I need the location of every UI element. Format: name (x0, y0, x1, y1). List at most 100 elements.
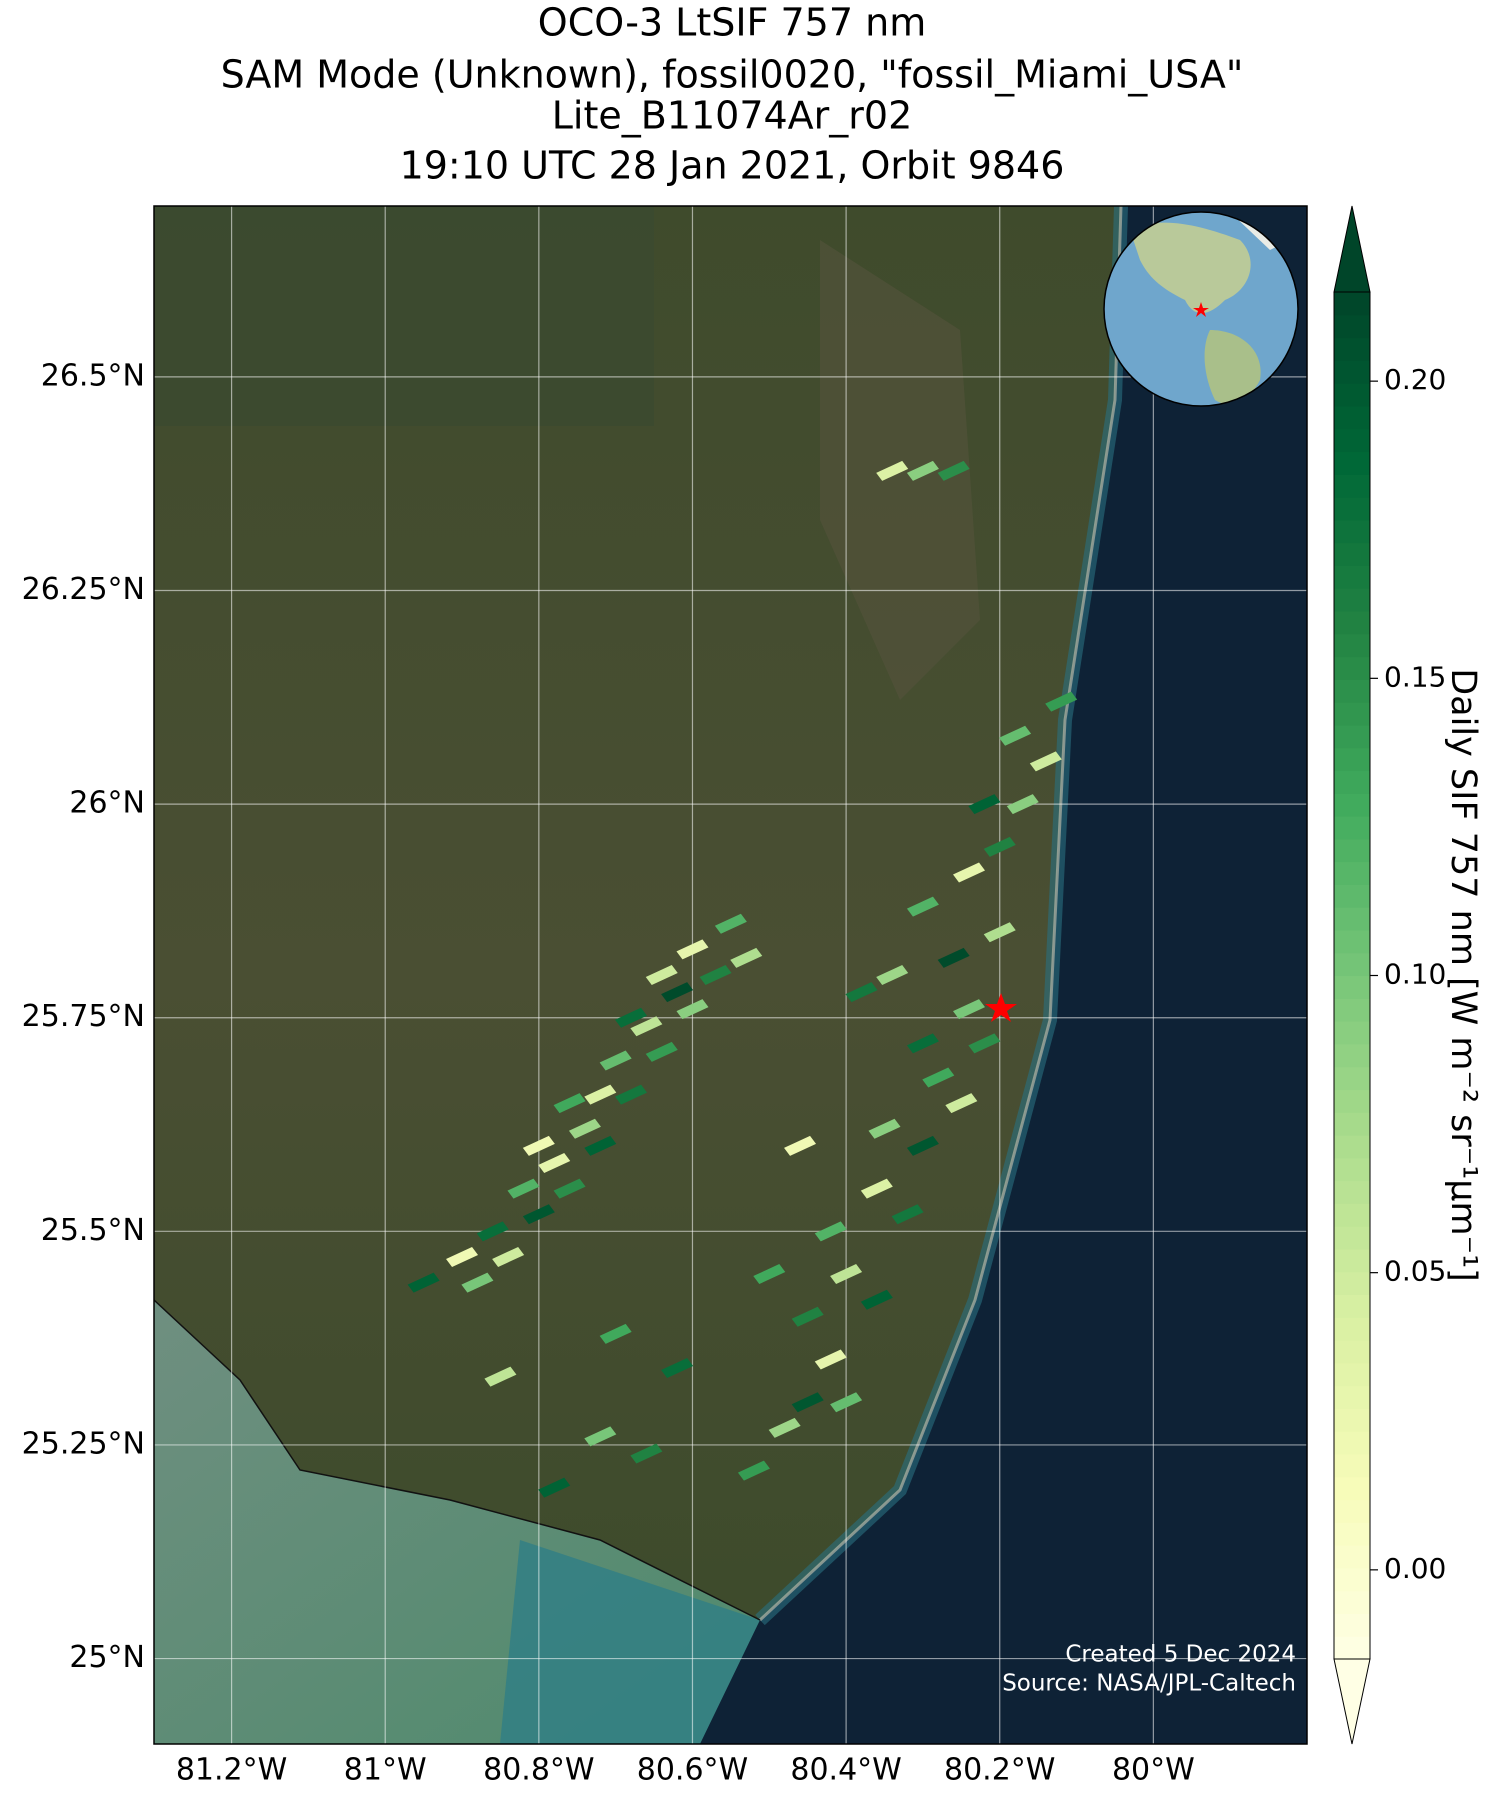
city-star (985, 993, 1017, 1022)
annotation: Created 5 Dec 2024 (1065, 1642, 1296, 1668)
data-layer (154, 206, 1307, 1744)
colorbar-segment (1334, 1134, 1370, 1159)
sif-footprint (584, 1135, 617, 1156)
sif-footprint (983, 922, 1016, 943)
colorbar-segment (1334, 1453, 1370, 1478)
colorbar-segment (1334, 656, 1370, 680)
colorbar-segment (1334, 1021, 1370, 1045)
x-tick-label: 80.4°W (790, 1753, 901, 1788)
colorbar-segment (1334, 1522, 1370, 1546)
sif-footprint (615, 1084, 648, 1105)
colorbar-segment (1334, 1340, 1370, 1364)
colorbar-segment (1334, 816, 1370, 840)
sif-footprint (906, 896, 939, 917)
colorbar-segment (1334, 474, 1370, 498)
colorbar-segment (1334, 360, 1370, 384)
sif-footprint (661, 1358, 694, 1379)
colorbar-segment (1334, 1317, 1370, 1341)
colorbar-segment (1334, 1066, 1370, 1091)
sif-footprint (876, 460, 909, 481)
colorbar-segment (1334, 497, 1370, 521)
sif-footprint (868, 1118, 901, 1139)
sif-footprint (791, 1392, 824, 1413)
colorbar-segment (1334, 1043, 1370, 1068)
sif-footprint (476, 1221, 509, 1242)
colorbar-segment (1334, 952, 1370, 977)
sif-footprint (522, 1204, 555, 1225)
colorbar-segment (1334, 838, 1370, 863)
sif-footprint (492, 1246, 525, 1267)
sif-footprint (1006, 794, 1039, 815)
sif-footprint (814, 1221, 847, 1242)
colorbar-segment (1334, 588, 1370, 612)
sif-footprint (407, 1272, 440, 1293)
colorbar-segment (1334, 428, 1370, 453)
colorbar-segment (1334, 1226, 1370, 1250)
sif-footprint (953, 862, 986, 883)
colorbar-segment (1334, 1545, 1370, 1569)
sif-footprint (953, 999, 986, 1020)
sif-footprint (737, 1460, 770, 1481)
colorbar-segment (1334, 1431, 1370, 1455)
annotation: Source: NASA/JPL-Caltech (1002, 1671, 1296, 1697)
y-tick-label: 25.25°N (22, 1426, 145, 1461)
colorbar-segment (1334, 770, 1370, 794)
sif-footprint (599, 1323, 632, 1344)
colorbar-segment (1334, 1271, 1370, 1296)
colorbar-segment (1334, 724, 1370, 749)
sif-footprint (661, 982, 694, 1003)
map-frame (153, 205, 1308, 1745)
sif-footprint (768, 1417, 801, 1438)
sif-footprint (983, 836, 1016, 857)
x-tick-label: 81.2°W (176, 1753, 287, 1788)
colorbar-extend-min (1333, 1658, 1371, 1745)
colorbar-segment (1334, 1476, 1370, 1501)
sif-footprint (906, 1033, 939, 1054)
colorbar-segment (1334, 337, 1370, 361)
sif-footprint (945, 1093, 978, 1114)
x-tick-label: 81°W (344, 1753, 427, 1788)
sif-footprint (830, 1264, 863, 1285)
sif-footprint (676, 999, 709, 1020)
sif-footprint (645, 965, 678, 985)
sif-footprint (891, 1204, 924, 1225)
sif-footprint (876, 965, 909, 985)
title-line: 19:10 UTC 28 Jan 2021, Orbit 9846 (400, 144, 1065, 188)
colorbar-segment (1334, 1157, 1370, 1182)
colorbar-extend-max (1333, 205, 1371, 293)
colorbar-tick-label: 0.00 (1384, 1552, 1446, 1585)
sif-footprint (968, 794, 1001, 815)
colorbar-segment (1334, 884, 1370, 908)
title-line: OCO-3 LtSIF 757 nm (538, 1, 926, 45)
sif-footprint (522, 1135, 555, 1156)
colorbar-tick-label: 0.05 (1384, 1255, 1446, 1288)
colorbar-segment (1334, 702, 1370, 726)
sif-footprint (645, 1041, 678, 1062)
colorbar-segment (1334, 929, 1370, 954)
sif-footprint (814, 1349, 847, 1370)
sif-footprint (906, 1135, 939, 1156)
title-line: SAM Mode (Unknown), fossil0020, "fossil_… (221, 53, 1244, 97)
colorbar-segment (1334, 314, 1370, 339)
sif-footprint (538, 1477, 571, 1498)
sif-footprint (714, 913, 747, 934)
y-tick-label: 25°N (69, 1640, 145, 1675)
sif-footprint (937, 460, 970, 481)
sif-footprint (845, 982, 878, 1003)
colorbar-segment (1334, 1499, 1370, 1523)
sif-footprint (860, 1289, 893, 1310)
y-tick-label: 25.5°N (41, 1213, 145, 1248)
colorbar-segment (1334, 1636, 1370, 1660)
colorbar-segment (1334, 451, 1370, 475)
colorbar-segment (1334, 1248, 1370, 1273)
colorbar-tick-label: 0.15 (1384, 660, 1446, 693)
sif-footprint (568, 1118, 601, 1139)
sif-footprint (906, 460, 939, 481)
colorbar-segment (1334, 565, 1370, 589)
sif-footprint (753, 1264, 786, 1285)
globe-inset (1103, 211, 1299, 407)
sif-footprint (484, 1366, 517, 1387)
colorbar-segment (1334, 542, 1370, 566)
colorbar-segment (1334, 1203, 1370, 1227)
y-tick-label: 25.75°N (22, 999, 145, 1034)
